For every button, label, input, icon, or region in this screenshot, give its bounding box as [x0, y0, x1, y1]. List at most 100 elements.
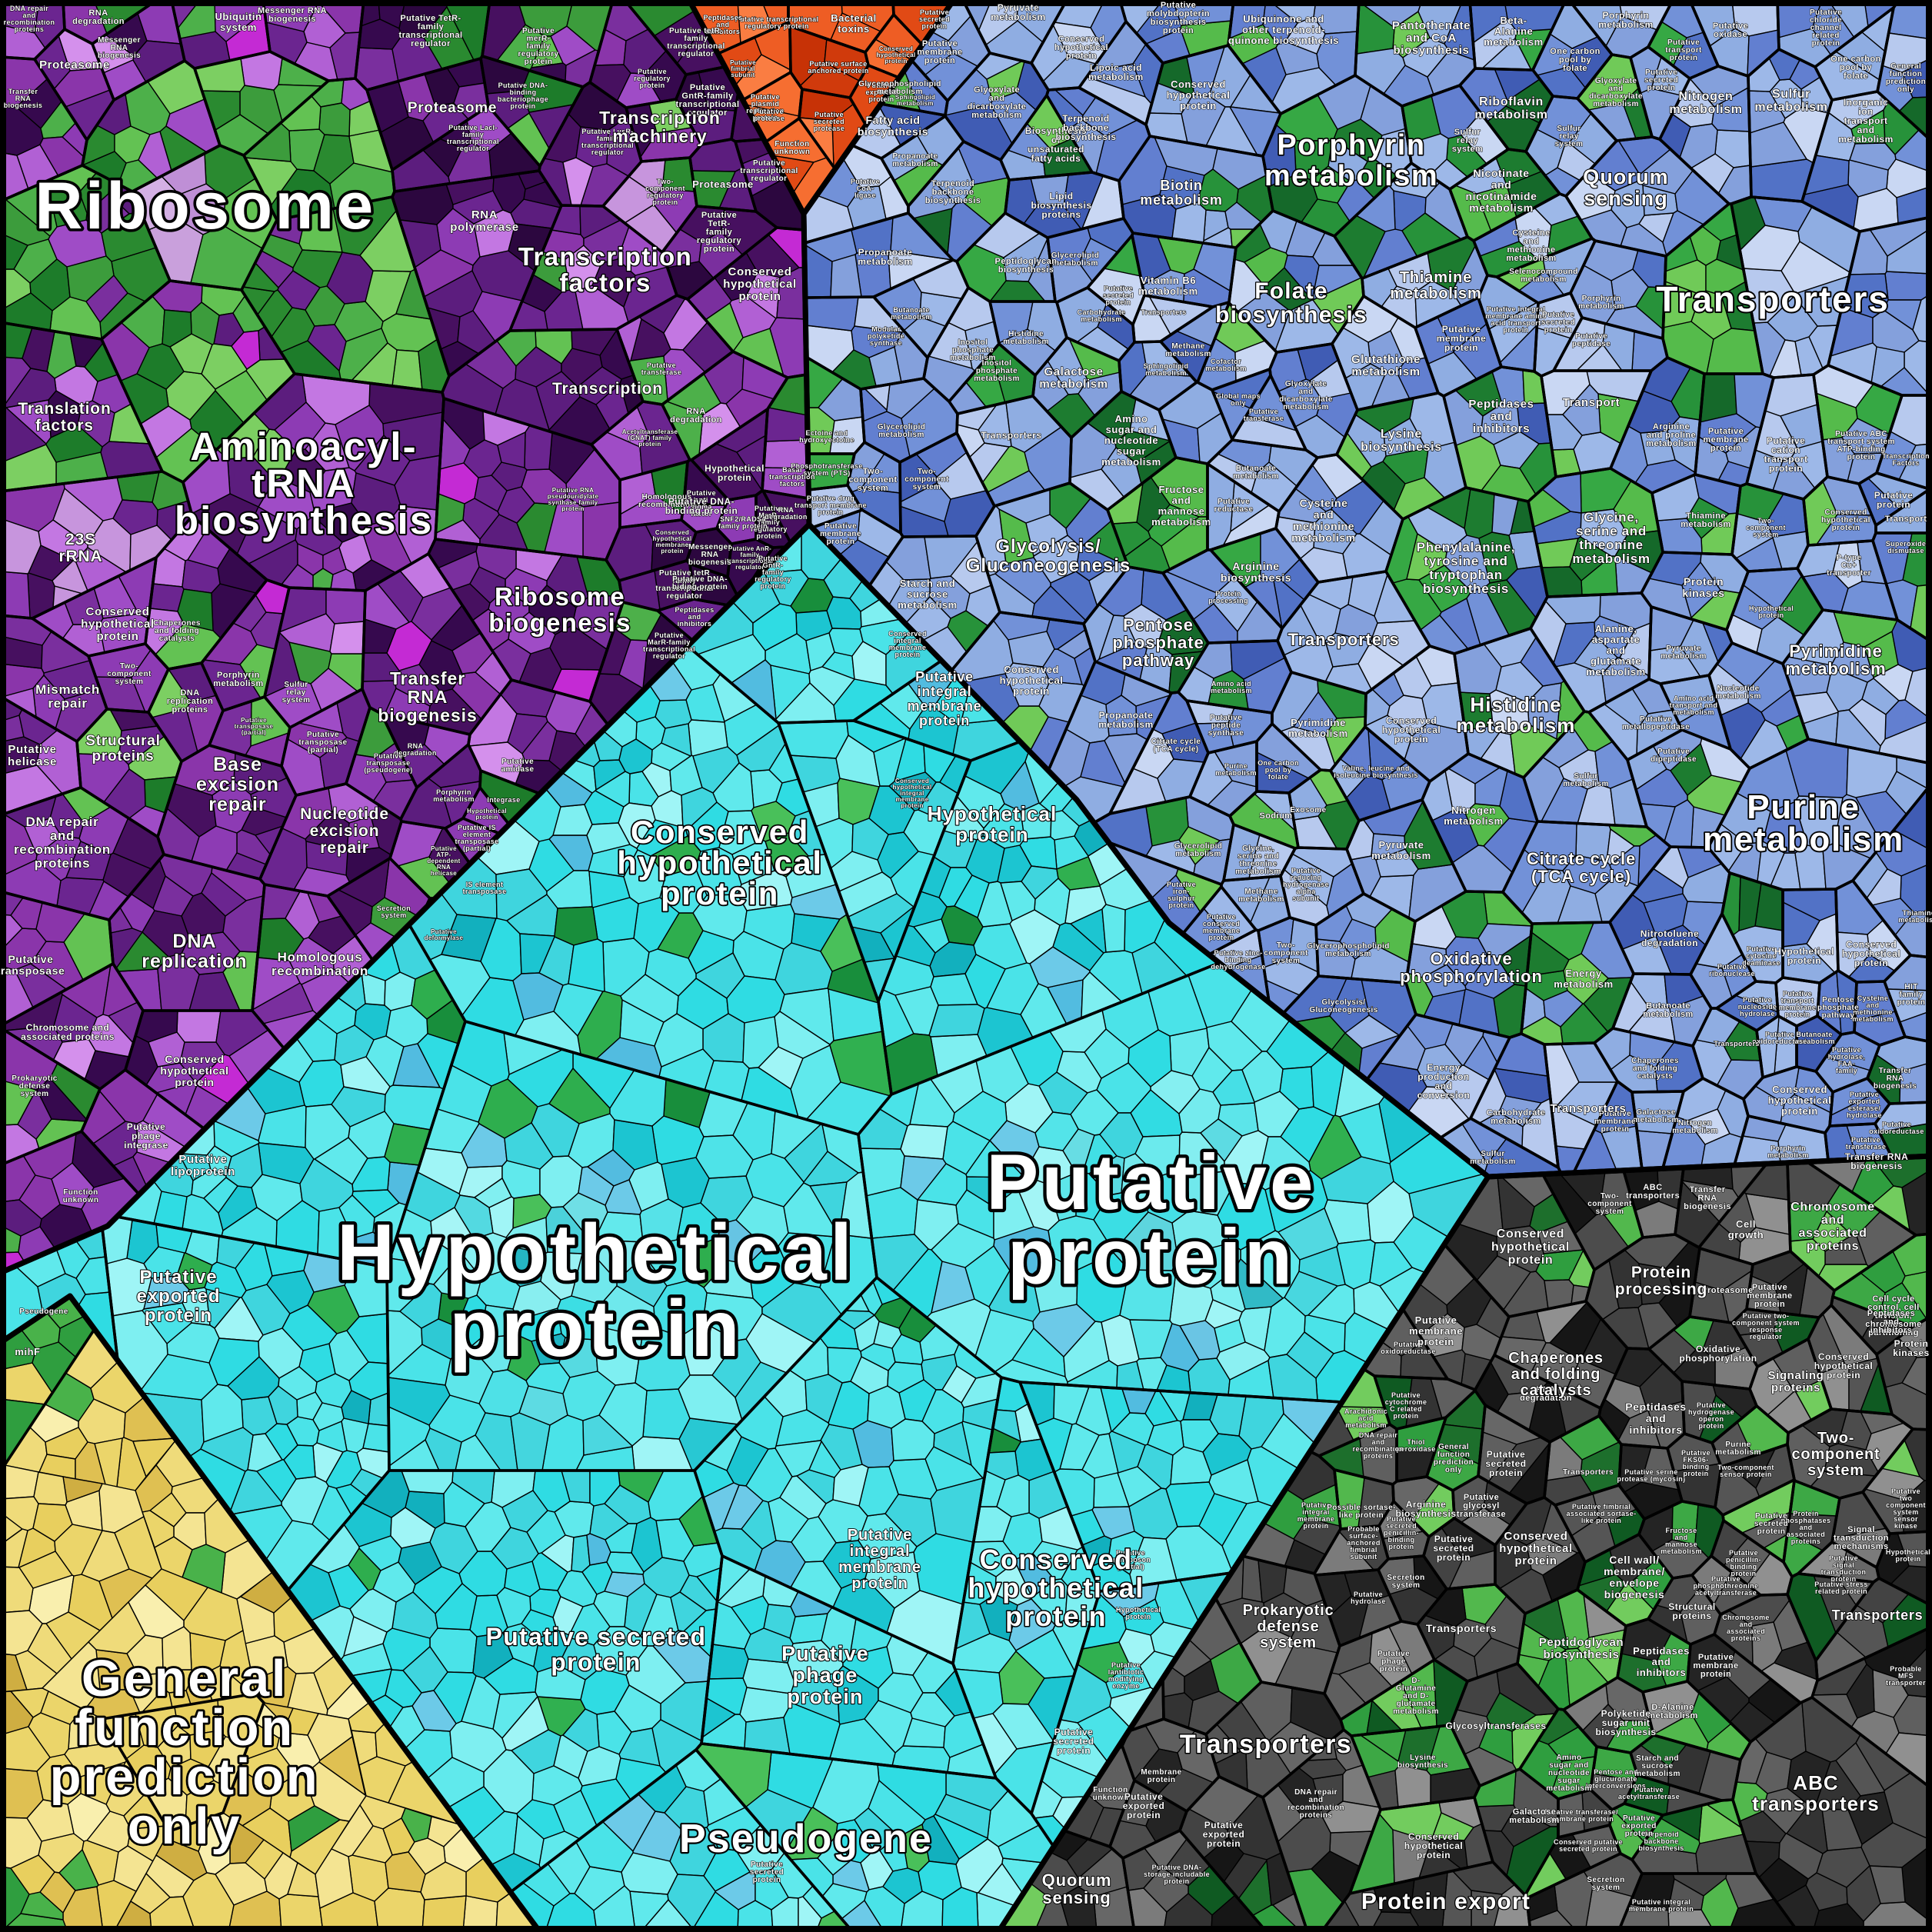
- svg-text:Transporters: Transporters: [1141, 308, 1186, 316]
- svg-text:Putative DNA-binding protein: Putative DNA-binding protein: [665, 496, 738, 516]
- svg-text:Citrate cycle(TCA cycle): Citrate cycle (TCA cycle): [1527, 849, 1636, 886]
- svg-text:Protein export: Protein export: [1361, 1889, 1531, 1914]
- svg-text:Sodium: Sodium: [1260, 811, 1293, 821]
- svg-text:Transporters: Transporters: [1832, 1607, 1924, 1623]
- svg-text:Proteasome: Proteasome: [692, 178, 754, 190]
- svg-text:Proteasome: Proteasome: [408, 100, 497, 116]
- svg-text:Transporters: Transporters: [1551, 1102, 1627, 1115]
- svg-text:Transporters: Transporters: [1656, 279, 1889, 319]
- svg-text:Pseudogene: Pseudogene: [19, 1307, 68, 1316]
- svg-text:Proteasome: Proteasome: [39, 58, 110, 72]
- svg-text:Citrate cycle(TCA cycle): Citrate cycle (TCA cycle): [1151, 738, 1201, 754]
- svg-text:Transporters: Transporters: [1287, 630, 1399, 649]
- svg-text:Transporters: Transporters: [1714, 1040, 1759, 1048]
- svg-text:Transport: Transport: [1563, 396, 1621, 409]
- svg-text:Pseudogene: Pseudogene: [679, 1817, 933, 1861]
- svg-text:Ribosome: Ribosome: [35, 169, 375, 243]
